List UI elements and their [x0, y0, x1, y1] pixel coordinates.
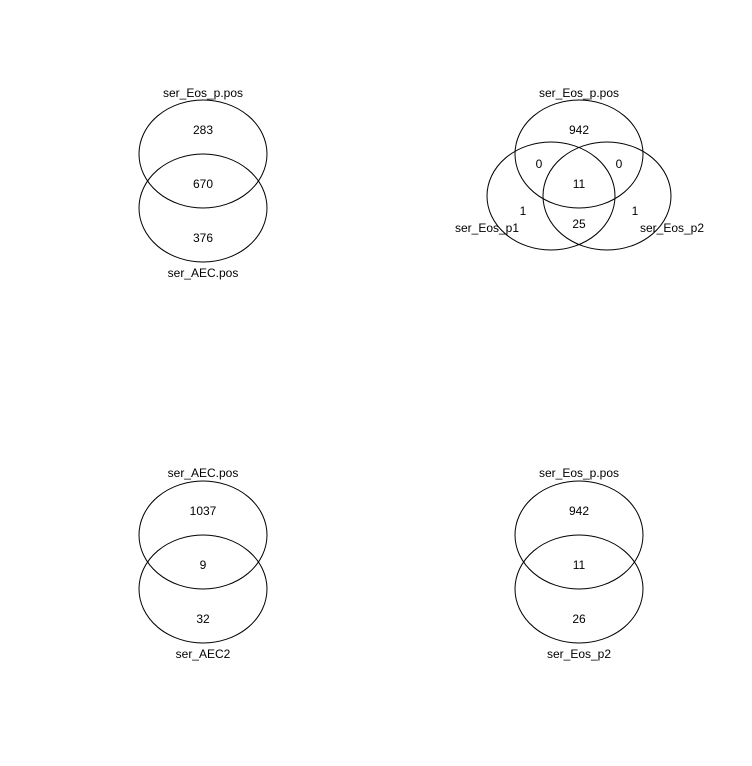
- venn1-set-a-label: ser_Eos_p.pos: [163, 86, 243, 100]
- venn4-set-a-label: ser_Eos_p.pos: [539, 466, 619, 480]
- venn2-set-b-label: ser_Eos_p1: [455, 221, 519, 235]
- venn-diagram-1: ser_Eos_p.pos ser_AEC.pos 283 670 376: [138, 86, 268, 280]
- venn-diagram-4: ser_Eos_p.pos ser_Eos_p2 942 11 26: [514, 466, 644, 661]
- venn2-a-c-count: 0: [616, 157, 623, 171]
- venn1-a-b-count: 670: [193, 177, 213, 191]
- venn1-only-a-count: 283: [193, 123, 213, 137]
- venn4-only-a-count: 942: [569, 504, 589, 518]
- venn2-b-c-count: 25: [572, 217, 586, 231]
- venn2-only-b-count: 1: [520, 204, 527, 218]
- venn1-set-a-ellipse: [138, 99, 268, 209]
- venn3-set-a-ellipse: [138, 480, 268, 590]
- venn2-set-a-ellipse: [514, 99, 644, 209]
- venn4-set-b-label: ser_Eos_p2: [547, 647, 611, 661]
- venn2-only-a-count: 942: [569, 123, 589, 137]
- venn4-set-b-ellipse: [514, 534, 644, 644]
- venn2-set-c-label: ser_Eos_p2: [640, 221, 704, 235]
- venn1-set-b-label: ser_AEC.pos: [168, 266, 239, 280]
- venn2-a-b-count: 0: [536, 157, 543, 171]
- venn2-only-c-count: 1: [632, 204, 639, 218]
- venn3-set-b-label: ser_AEC2: [176, 647, 231, 661]
- venn3-only-b-count: 32: [196, 612, 210, 626]
- venn3-only-a-count: 1037: [190, 504, 217, 518]
- venn1-set-b-ellipse: [138, 153, 268, 263]
- venn2-set-c-ellipse: [542, 141, 672, 251]
- venn2-set-b-ellipse: [486, 141, 616, 251]
- venn2-a-b-c-count: 11: [573, 177, 586, 191]
- venn3-a-b-count: 9: [200, 558, 207, 572]
- venn1-only-b-count: 376: [193, 231, 213, 245]
- venn4-only-b-count: 26: [572, 612, 586, 626]
- venn-diagram-2: ser_Eos_p.pos ser_Eos_p1 ser_Eos_p2 942 …: [455, 86, 704, 251]
- venn3-set-b-ellipse: [138, 534, 268, 644]
- venn3-set-a-label: ser_AEC.pos: [168, 466, 239, 480]
- venn-diagram-3: ser_AEC.pos ser_AEC2 1037 9 32: [138, 466, 268, 661]
- venn4-a-b-count: 11: [573, 558, 586, 572]
- venn2-set-a-label: ser_Eos_p.pos: [539, 86, 619, 100]
- venn4-set-a-ellipse: [514, 480, 644, 590]
